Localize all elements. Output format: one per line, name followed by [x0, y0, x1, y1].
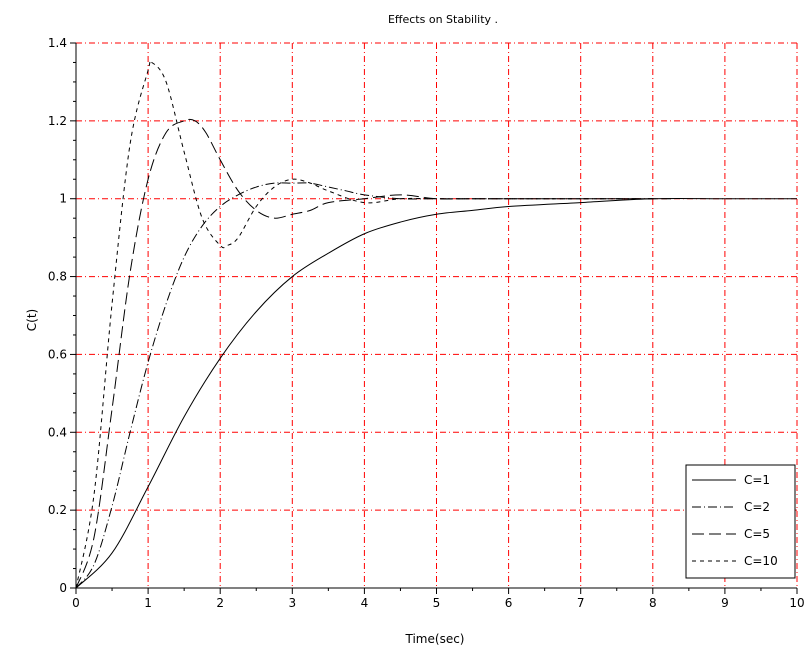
legend-label: C=2: [744, 500, 770, 514]
x-tick-label: 3: [288, 596, 296, 610]
series-line-c-2: [75, 182, 653, 589]
legend-label: C=5: [744, 527, 770, 541]
y-tick-label: 0.8: [48, 270, 67, 284]
x-tick-label: 4: [361, 596, 369, 610]
y-tick-label: 1: [59, 192, 67, 206]
series-line-c-5: [75, 118, 671, 589]
legend-box: [685, 464, 796, 579]
ticks: 0 1 2 3 4 5 6 7 8 9 10 0 0.2 0.4 0.6 0.8 1 1.2 1.4: [48, 36, 805, 610]
legend-label: C=1: [744, 473, 770, 487]
y-tick-label: 0.2: [48, 503, 67, 517]
x-axis-label: Time(sec): [405, 632, 465, 646]
x-tick-label: 8: [649, 596, 657, 610]
x-tick-label: 0: [72, 596, 80, 610]
series-line-c-10: [75, 59, 653, 589]
y-axis-label: C(t): [25, 309, 39, 331]
y-tick-label: 1.2: [48, 114, 67, 128]
y-tick-label: 0.6: [48, 347, 67, 361]
x-tick-label: 7: [577, 596, 585, 610]
y-tick-label: 1.4: [48, 36, 67, 50]
x-tick-label: 2: [216, 596, 224, 610]
series-group: [75, 59, 797, 589]
x-tick-label: 9: [721, 596, 729, 610]
x-tick-label: 1: [144, 596, 152, 610]
series-line-c-1: [75, 197, 797, 589]
y-tick-label: 0: [59, 581, 67, 595]
legend: C=1 C=2 C=5 C=10: [685, 464, 796, 579]
y-tick-label: 0.4: [48, 425, 67, 439]
legend-label: C=10: [744, 554, 778, 568]
chart-title: Effects on Stability .: [388, 13, 498, 26]
x-tick-label: 10: [789, 596, 804, 610]
x-tick-label: 6: [505, 596, 513, 610]
x-tick-label: 5: [433, 596, 441, 610]
